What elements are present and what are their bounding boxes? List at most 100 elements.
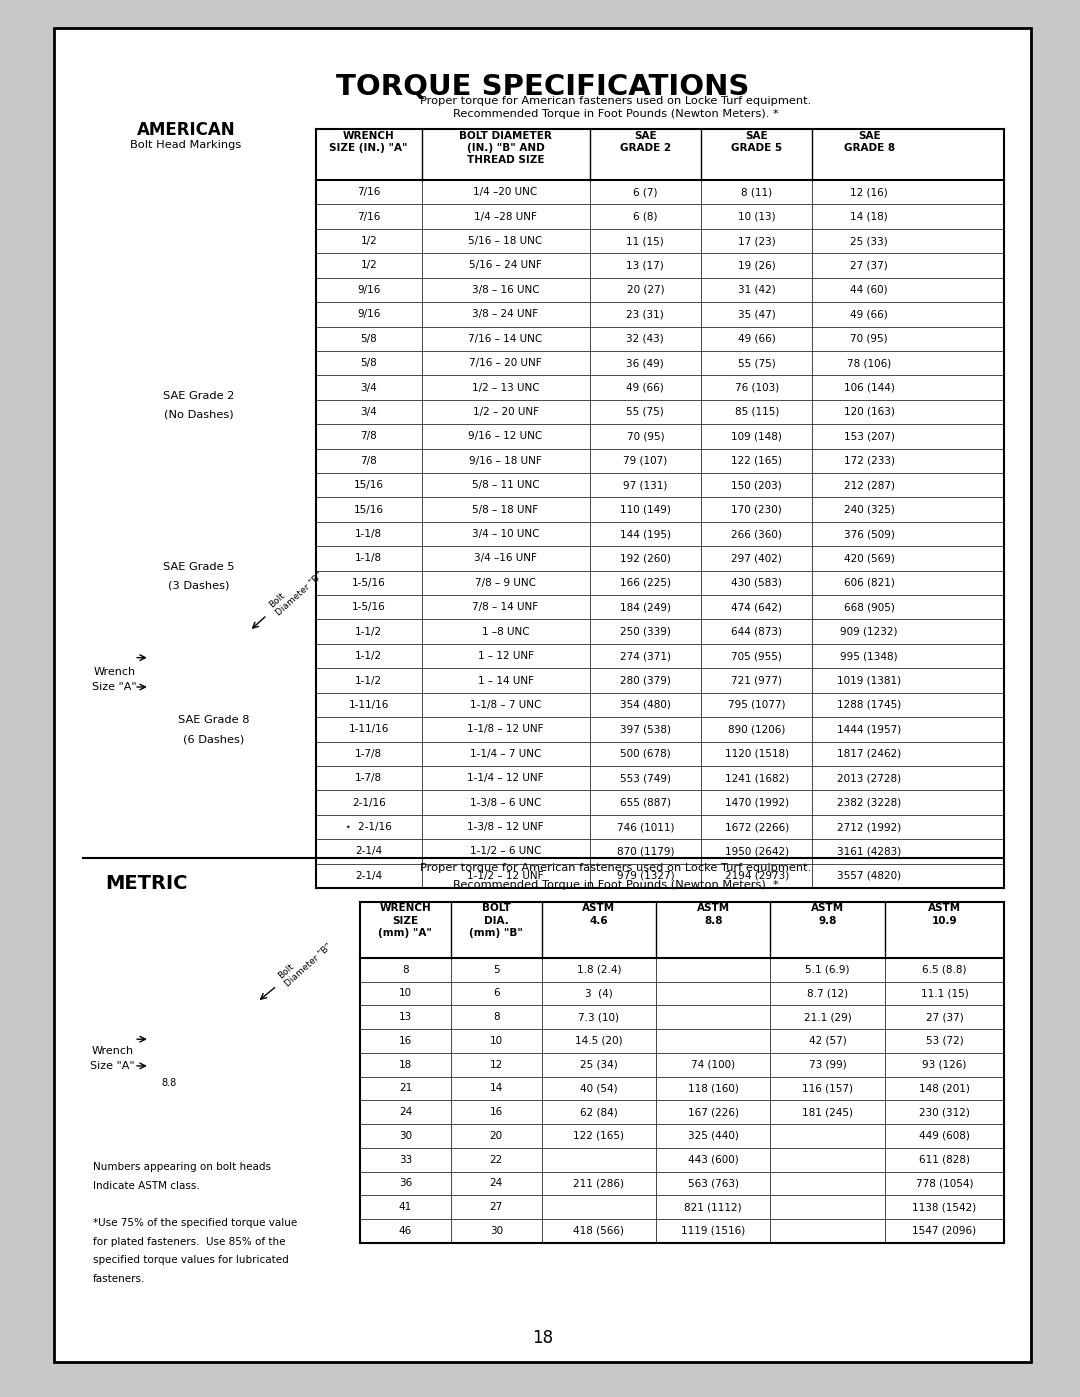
Text: 795 (1077): 795 (1077) xyxy=(728,700,785,710)
Text: Numbers appearing on bolt heads: Numbers appearing on bolt heads xyxy=(93,1162,271,1172)
Text: 18: 18 xyxy=(399,1060,411,1070)
Text: ASTM
8.8: ASTM 8.8 xyxy=(697,902,730,926)
Text: 12 (16): 12 (16) xyxy=(850,187,888,197)
Text: 148 (201): 148 (201) xyxy=(919,1084,970,1094)
Text: 74 (100): 74 (100) xyxy=(691,1060,735,1070)
Text: 55 (75): 55 (75) xyxy=(626,407,664,416)
Text: 1 – 12 UNF: 1 – 12 UNF xyxy=(477,651,534,661)
Text: 8 (11): 8 (11) xyxy=(741,187,772,197)
Text: 118 (160): 118 (160) xyxy=(688,1084,739,1094)
Text: 8: 8 xyxy=(492,1013,500,1023)
Text: 7/8: 7/8 xyxy=(361,455,377,465)
Text: 280 (379): 280 (379) xyxy=(620,676,671,686)
Text: 1-3/8 – 12 UNF: 1-3/8 – 12 UNF xyxy=(468,821,544,833)
Text: 24: 24 xyxy=(399,1108,411,1118)
Text: 8: 8 xyxy=(402,965,408,975)
Text: 93 (126): 93 (126) xyxy=(922,1060,967,1070)
Text: 46: 46 xyxy=(399,1227,411,1236)
Text: 2194 (2973): 2194 (2973) xyxy=(725,870,788,882)
Text: for plated fasteners.  Use 85% of the: for plated fasteners. Use 85% of the xyxy=(93,1236,285,1246)
Text: 5/16 – 18 UNC: 5/16 – 18 UNC xyxy=(469,236,542,246)
Text: 746 (1011): 746 (1011) xyxy=(617,821,674,833)
Text: 7/8 – 14 UNF: 7/8 – 14 UNF xyxy=(472,602,539,612)
Text: 17 (23): 17 (23) xyxy=(738,236,775,246)
Text: 8.8: 8.8 xyxy=(162,1078,177,1088)
Text: *Use 75% of the specified torque value: *Use 75% of the specified torque value xyxy=(93,1218,297,1228)
Text: 116 (157): 116 (157) xyxy=(802,1084,853,1094)
Text: 909 (1232): 909 (1232) xyxy=(840,627,897,637)
Text: 7/16: 7/16 xyxy=(357,187,380,197)
Text: 40 (54): 40 (54) xyxy=(580,1084,618,1094)
Text: 122 (165): 122 (165) xyxy=(731,455,782,465)
Text: 9/16: 9/16 xyxy=(357,285,380,295)
Text: WRENCH
SIZE
(mm) "A": WRENCH SIZE (mm) "A" xyxy=(378,902,432,937)
Text: 122 (165): 122 (165) xyxy=(573,1132,624,1141)
Text: 21: 21 xyxy=(399,1084,411,1094)
Text: 35 (47): 35 (47) xyxy=(738,309,775,320)
Text: 49 (66): 49 (66) xyxy=(738,334,775,344)
Text: 870 (1179): 870 (1179) xyxy=(617,847,674,856)
Text: 1-1/8 – 12 UNF: 1-1/8 – 12 UNF xyxy=(468,725,544,735)
Text: 6 (7): 6 (7) xyxy=(633,187,658,197)
Text: 110 (149): 110 (149) xyxy=(620,504,671,514)
Text: fasteners.: fasteners. xyxy=(93,1274,146,1284)
Text: 1-11/16: 1-11/16 xyxy=(349,700,389,710)
Text: 36: 36 xyxy=(399,1179,411,1189)
Text: 13 (17): 13 (17) xyxy=(626,260,664,271)
Text: 3/4: 3/4 xyxy=(361,407,377,416)
Text: 15/16: 15/16 xyxy=(354,481,383,490)
Text: 376 (509): 376 (509) xyxy=(843,529,894,539)
Text: TORQUE SPECIFICATIONS: TORQUE SPECIFICATIONS xyxy=(336,73,750,102)
Text: 1-1/2 – 6 UNC: 1-1/2 – 6 UNC xyxy=(470,847,541,856)
Text: 150 (203): 150 (203) xyxy=(731,481,782,490)
Text: 500 (678): 500 (678) xyxy=(620,749,671,759)
Text: 5.1 (6.9): 5.1 (6.9) xyxy=(806,965,850,975)
Text: 166 (225): 166 (225) xyxy=(620,578,671,588)
Text: 1-5/16: 1-5/16 xyxy=(352,602,386,612)
Text: 21.1 (29): 21.1 (29) xyxy=(804,1013,851,1023)
Text: 1817 (2462): 1817 (2462) xyxy=(837,749,902,759)
Text: 53 (72): 53 (72) xyxy=(926,1037,963,1046)
Text: SAE
GRADE 2: SAE GRADE 2 xyxy=(620,131,671,154)
Text: 266 (360): 266 (360) xyxy=(731,529,782,539)
Text: 655 (887): 655 (887) xyxy=(620,798,671,807)
Text: 1288 (1745): 1288 (1745) xyxy=(837,700,902,710)
Text: 1-3/8 – 6 UNC: 1-3/8 – 6 UNC xyxy=(470,798,541,807)
Text: 25 (33): 25 (33) xyxy=(850,236,888,246)
Text: Bolt
Diameter "B": Bolt Diameter "B" xyxy=(276,935,334,989)
Text: Proper torque for American fasteners used on Locke Turf equipment.: Proper torque for American fasteners use… xyxy=(420,863,812,873)
Text: 474 (642): 474 (642) xyxy=(731,602,782,612)
Text: 1119 (1516): 1119 (1516) xyxy=(681,1227,745,1236)
Text: 7/8 – 9 UNC: 7/8 – 9 UNC xyxy=(475,578,536,588)
Text: 20 (27): 20 (27) xyxy=(626,285,664,295)
Text: 2-1/16: 2-1/16 xyxy=(352,798,386,807)
Text: 44 (60): 44 (60) xyxy=(850,285,888,295)
Text: 1-1/2: 1-1/2 xyxy=(355,627,382,637)
Text: 184 (249): 184 (249) xyxy=(620,602,671,612)
Text: 73 (99): 73 (99) xyxy=(809,1060,847,1070)
Text: 1950 (2642): 1950 (2642) xyxy=(725,847,788,856)
Text: Recommended Torque in Foot Pounds (Newton Meters). *: Recommended Torque in Foot Pounds (Newto… xyxy=(454,109,779,119)
Text: 33: 33 xyxy=(399,1155,411,1165)
Text: 418 (566): 418 (566) xyxy=(573,1227,624,1236)
Text: 10: 10 xyxy=(399,989,411,999)
Text: 1/4 –20 UNC: 1/4 –20 UNC xyxy=(473,187,538,197)
Text: 1-1/8: 1-1/8 xyxy=(355,529,382,539)
Text: 611 (828): 611 (828) xyxy=(919,1155,970,1165)
Text: 705 (955): 705 (955) xyxy=(731,651,782,661)
Text: 8.7 (12): 8.7 (12) xyxy=(807,989,848,999)
Text: 18: 18 xyxy=(532,1329,553,1347)
Text: SAE
GRADE 8: SAE GRADE 8 xyxy=(843,131,894,154)
Text: 22: 22 xyxy=(489,1155,503,1165)
Text: 7/16 – 20 UNF: 7/16 – 20 UNF xyxy=(469,358,542,369)
Text: 6 (8): 6 (8) xyxy=(633,212,658,222)
Text: 1/2 – 13 UNC: 1/2 – 13 UNC xyxy=(472,383,539,393)
Text: 13: 13 xyxy=(399,1013,411,1023)
Text: 1 – 14 UNF: 1 – 14 UNF xyxy=(477,676,534,686)
Text: 3161 (4283): 3161 (4283) xyxy=(837,847,902,856)
Text: 397 (538): 397 (538) xyxy=(620,725,671,735)
Text: 49 (66): 49 (66) xyxy=(850,309,888,320)
Text: 11.1 (15): 11.1 (15) xyxy=(920,989,969,999)
Text: 9/16: 9/16 xyxy=(357,309,380,320)
Text: 14: 14 xyxy=(489,1084,503,1094)
